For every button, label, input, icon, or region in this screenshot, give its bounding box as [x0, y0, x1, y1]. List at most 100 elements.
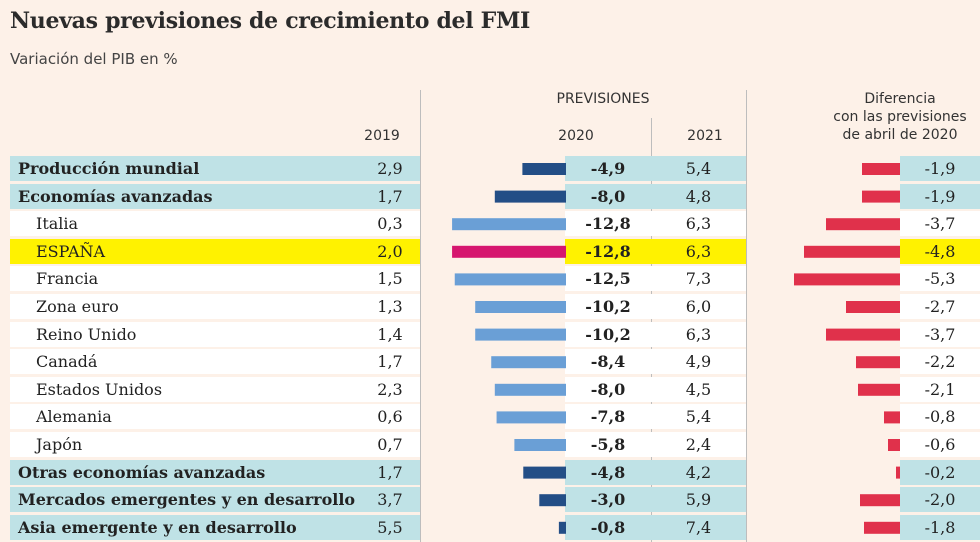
table-row: Alemania 0,6 -7,8 5,4 -0,8	[10, 403, 980, 430]
row-label: Asia emergente y en desarrollo	[18, 517, 297, 537]
value-2019: 0,6	[377, 407, 403, 427]
value-2019: 1,7	[377, 462, 403, 482]
row-background-right	[900, 349, 980, 375]
value-2019: 1,7	[377, 352, 403, 372]
value-2020: -8,0	[590, 186, 626, 206]
row-background-middle	[565, 183, 746, 209]
row-label: Japón	[36, 435, 83, 454]
value-2019: 2,3	[377, 379, 403, 399]
row-background-left	[10, 349, 420, 375]
value-2021: 7,3	[685, 269, 712, 289]
row-label: Francia	[36, 269, 99, 289]
value-diferencia: -4,8	[924, 241, 956, 261]
value-2021: 4,9	[685, 352, 712, 372]
value-2021: 6,3	[685, 324, 712, 344]
bar-diferencia	[884, 411, 900, 424]
value-2020: -12,8	[585, 214, 631, 234]
bar-2020	[522, 163, 566, 175]
row-background-right	[900, 321, 980, 347]
bar-diferencia	[794, 273, 900, 286]
bar-2020	[475, 301, 566, 313]
value-2020: -12,8	[585, 241, 631, 261]
value-2020: -0,8	[590, 517, 626, 537]
row-label: Estados Unidos	[36, 379, 163, 399]
table-row: Mercados emergentes y en desarrollo 3,7 -3…	[10, 486, 980, 513]
row-background-middle	[565, 514, 746, 540]
row-background-middle	[565, 349, 746, 375]
bar-2020	[558, 521, 566, 534]
row-background-right	[900, 376, 980, 402]
value-diferencia: -1,9	[924, 186, 956, 206]
row-label: Alemania	[36, 407, 112, 427]
value-diferencia: -2,1	[924, 379, 956, 399]
row-label: Reino Unido	[36, 324, 137, 344]
chart-subtitle: Variación del PIB en %	[10, 50, 178, 68]
row-background-right	[900, 183, 980, 209]
table-row: Producción mundial 2,9 -4,9 5,4 -1,9	[10, 155, 980, 182]
value-2020: -4,9	[590, 159, 626, 178]
value-diferencia: -0,2	[924, 462, 956, 482]
row-label: Economías avanzadas	[18, 186, 213, 206]
bar-diferencia	[862, 190, 900, 203]
bar-2020	[452, 245, 566, 258]
header-diferencia-line1: Diferencia	[864, 91, 936, 107]
divider-right	[746, 90, 747, 542]
value-2019: 3,7	[377, 490, 403, 510]
bar-2020	[454, 273, 566, 286]
bar-diferencia	[804, 245, 900, 258]
value-2021: 2,4	[685, 435, 712, 454]
bar-2020	[475, 328, 566, 341]
value-2019: 1,4	[377, 324, 403, 344]
bar-diferencia	[888, 439, 900, 451]
header-2021: 2021	[687, 128, 723, 144]
table-row: Otras economías avanzadas 1,7 -4,8 4,2 -0,2	[10, 459, 980, 486]
value-2020: -8,0	[590, 379, 626, 399]
row-background-right	[900, 487, 980, 513]
bar-diferencia	[846, 301, 900, 313]
row-background-middle	[565, 376, 746, 402]
value-diferencia: -3,7	[924, 214, 956, 234]
value-2021: 5,4	[685, 407, 712, 427]
value-2019: 1,3	[377, 297, 403, 316]
row-background-middle	[565, 459, 746, 485]
row-background-right	[900, 514, 980, 540]
row-background-left	[10, 459, 420, 485]
row-background-left	[10, 376, 420, 402]
header-previsiones: PREVISIONES	[556, 91, 650, 107]
value-diferencia: -5,3	[924, 269, 956, 289]
value-2020: -5,8	[590, 435, 626, 454]
row-label: Mercados emergentes y en desarrollo	[18, 490, 356, 510]
value-2021: 7,4	[685, 517, 712, 537]
row-background-left	[10, 432, 420, 457]
table-row: Japón 0,7 -5,8 2,4 -0,6	[10, 431, 980, 458]
value-2020: -3,0	[590, 490, 626, 510]
row-label: Zona euro	[36, 297, 119, 316]
row-background-right	[900, 294, 980, 319]
bar-diferencia	[862, 163, 900, 175]
row-label: ESPAÑA	[36, 241, 106, 261]
value-2020: -10,2	[585, 297, 631, 316]
row-background-left	[10, 183, 420, 209]
table-row: ESPAÑA 2,0 -12,8 6,3 -4,8	[10, 238, 980, 265]
row-background-middle	[565, 294, 746, 319]
bar-2020	[494, 190, 566, 203]
row-background-left	[10, 238, 420, 264]
bar-diferencia	[858, 383, 900, 396]
value-2021: 6,3	[685, 241, 712, 261]
bar-diferencia	[860, 494, 900, 507]
row-background-right	[900, 459, 980, 485]
value-2021: 5,9	[685, 490, 712, 510]
header-2020: 2020	[558, 128, 594, 144]
row-background-right	[900, 266, 980, 292]
value-2020: -12,5	[585, 269, 631, 289]
row-background-right	[900, 238, 980, 264]
row-background-right	[900, 432, 980, 457]
value-2019: 5,5	[377, 517, 403, 537]
value-2019: 2,9	[377, 159, 403, 178]
divider-left	[420, 90, 421, 542]
value-diferencia: -2,7	[924, 297, 956, 316]
table-row: Zona euro 1,3 -10,2 6,0 -2,7	[10, 293, 980, 320]
row-background-middle	[565, 211, 746, 237]
